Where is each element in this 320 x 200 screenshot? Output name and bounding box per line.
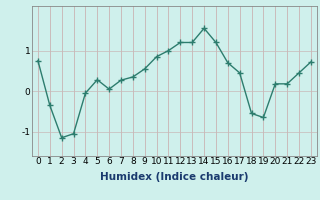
X-axis label: Humidex (Indice chaleur): Humidex (Indice chaleur)	[100, 172, 249, 182]
